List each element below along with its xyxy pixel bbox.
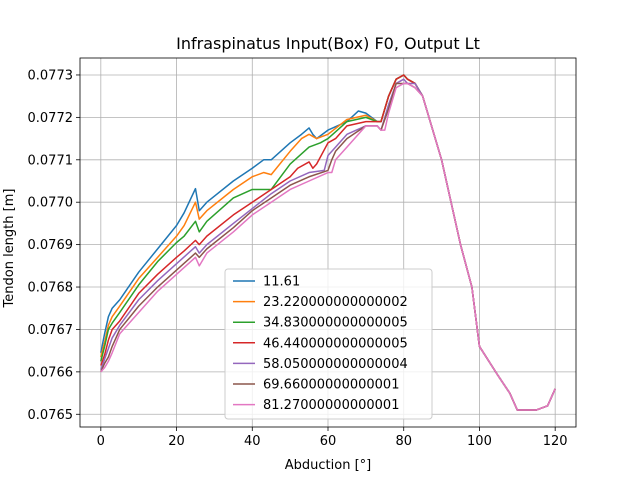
legend-entry: 81.27000000000001 xyxy=(263,398,399,413)
y-tick-label: 0.0766 xyxy=(28,365,74,380)
legend-entry: 34.830000000000005 xyxy=(263,316,408,331)
x-tick-label: 0 xyxy=(97,434,105,449)
x-axis-label: Abduction [°] xyxy=(285,458,371,473)
y-tick-label: 0.0765 xyxy=(28,408,74,423)
y-axis: 0.0765 0.0766 0.0767 0.0768 0.0769 0.0770 0.07… xyxy=(28,68,80,423)
series-line-7 xyxy=(100,82,556,411)
legend-box xyxy=(224,268,433,420)
legend-entry: 23.220000000000002 xyxy=(263,295,408,310)
y-tick-label: 0.0773 xyxy=(28,68,74,83)
series-lines xyxy=(100,74,556,411)
y-tick-label: 0.0767 xyxy=(28,323,74,338)
x-tick-label: 20 xyxy=(168,434,185,449)
y-tick-label: 0.0770 xyxy=(28,196,74,211)
chart-title: Infraspinatus Input(Box) F0, Output Lt xyxy=(176,34,480,53)
x-tick-label: 60 xyxy=(320,434,337,449)
x-tick-label: 100 xyxy=(467,434,492,449)
x-tick-label: 120 xyxy=(543,434,568,449)
x-tick-label: 40 xyxy=(244,434,261,449)
y-tick-label: 0.0769 xyxy=(28,238,74,253)
legend-entry: 46.440000000000005 xyxy=(263,336,408,351)
x-tick-label: 80 xyxy=(395,434,412,449)
y-tick-label: 0.0768 xyxy=(28,281,74,296)
legend-entry: 11.61 xyxy=(263,275,300,290)
y-axis-label: Tendon length [m] xyxy=(2,189,17,309)
x-axis: 0 20 40 60 80 100 120 xyxy=(97,427,568,449)
legend: 11.61 23.220000000000002 34.83000000000000… xyxy=(224,268,433,420)
y-tick-label: 0.0771 xyxy=(28,153,74,168)
y-tick-label: 0.0772 xyxy=(28,111,74,126)
legend-entry: 58.050000000000004 xyxy=(263,357,408,372)
legend-entry: 69.66000000000001 xyxy=(263,378,399,393)
